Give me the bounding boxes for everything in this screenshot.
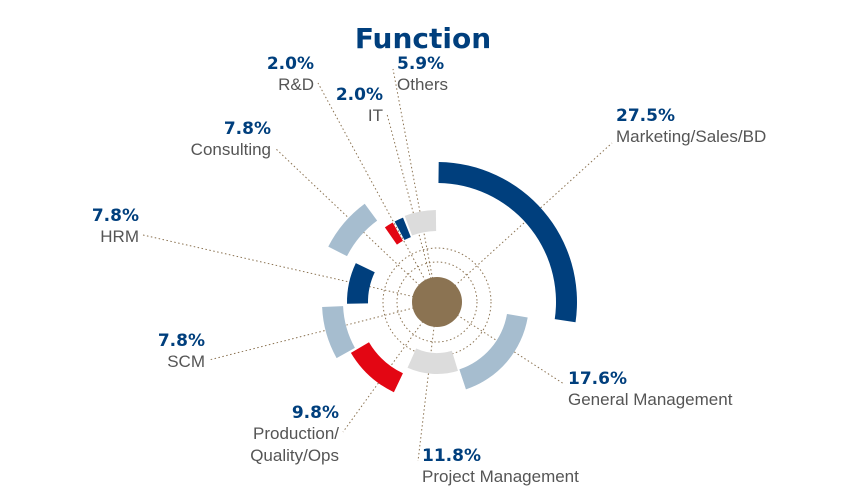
arc-segment [404, 210, 437, 236]
arc-segment [322, 306, 355, 359]
arc-segment [347, 263, 375, 304]
slice-category-label: General Management [568, 390, 733, 409]
slice-value-label: 11.8% [422, 446, 481, 466]
arc-segments [322, 162, 578, 393]
leader-line [208, 301, 438, 361]
slice-category-label: R&D [278, 75, 314, 94]
slice-category-label: Others [397, 75, 448, 94]
guide-circle [396, 261, 478, 343]
slice-value-label: 2.0% [267, 54, 314, 74]
slice-value-label: 2.0% [336, 85, 383, 105]
slice-labels: 27.5%Marketing/Sales/BD 17.6%General Mana… [92, 54, 766, 486]
leader-line [436, 142, 613, 303]
arc-segment [384, 222, 403, 245]
slice-category-label: IT [368, 106, 383, 125]
slice-value-label: 7.8% [158, 331, 205, 351]
slice-category-label: Marketing/Sales/BD [616, 127, 766, 146]
arc-segment [394, 217, 411, 241]
leader-line [392, 68, 438, 303]
slice-category-label: SCM [167, 352, 205, 371]
slice-value-label: 17.6% [568, 369, 627, 389]
arc-segment [438, 162, 578, 323]
slice-value-label: 7.8% [92, 206, 139, 226]
arc-segment [407, 348, 458, 375]
arc-segment [459, 313, 528, 390]
slice-value-label: 9.8% [292, 403, 339, 423]
center-hub [412, 277, 462, 327]
slice-category-label: Production/ [253, 424, 339, 443]
slice-value-label: 7.8% [224, 119, 271, 139]
chart-title: Function [355, 22, 491, 55]
arc-segment [350, 342, 403, 393]
leader-line [417, 301, 438, 462]
leader-line [274, 147, 438, 303]
leader-line [317, 82, 438, 303]
slice-category-label: Project Management [422, 467, 579, 486]
slice-category-label: Consulting [191, 140, 271, 159]
slice-category-label: Quality/Ops [250, 446, 339, 465]
arc-segment [328, 203, 378, 257]
slice-value-label: 27.5% [616, 106, 675, 126]
slice-value-label: 5.9% [397, 54, 444, 74]
leader-line [142, 234, 438, 303]
leader-line [386, 113, 438, 303]
slice-category-label: HRM [100, 227, 139, 246]
dotted-guides [142, 68, 613, 462]
leader-line [436, 301, 565, 385]
